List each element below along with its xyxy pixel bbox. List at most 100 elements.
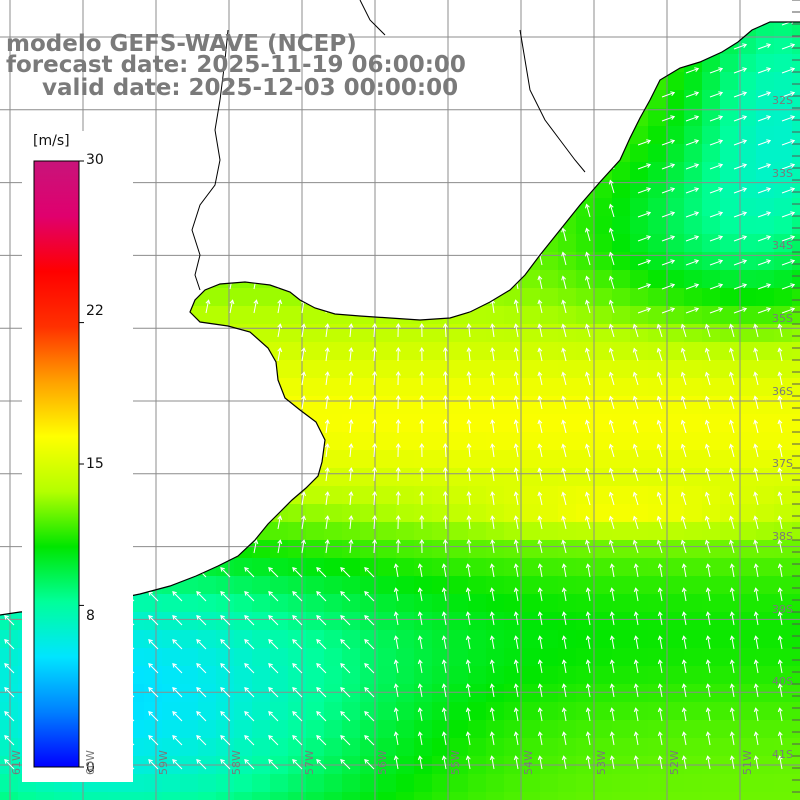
field-cell xyxy=(306,342,325,361)
wind-arrow xyxy=(781,187,796,194)
wind-arrow xyxy=(268,567,279,578)
field-cell xyxy=(378,342,397,361)
field-cell xyxy=(486,396,505,415)
field-cell xyxy=(216,594,235,613)
wind-arrow xyxy=(729,755,735,770)
wind-arrow xyxy=(537,323,543,338)
field-cell xyxy=(486,504,505,523)
field-cell xyxy=(540,306,559,325)
wind-arrow xyxy=(637,187,652,194)
wind-arrow xyxy=(657,563,663,578)
field-cell xyxy=(630,648,649,667)
field-cell xyxy=(360,414,379,433)
wind-arrow xyxy=(489,683,495,698)
field-cell xyxy=(684,234,703,253)
border-line xyxy=(359,0,386,36)
field-cell xyxy=(396,450,415,469)
wind-arrow xyxy=(729,659,735,674)
field-cell xyxy=(540,738,559,757)
wind-arrow xyxy=(340,639,351,650)
field-cell xyxy=(738,738,757,757)
field-cell xyxy=(792,36,800,55)
field-cell xyxy=(180,630,199,649)
field-cell xyxy=(720,360,739,379)
field-cell xyxy=(504,486,523,505)
lat-label: 34S xyxy=(772,239,793,252)
field-cell xyxy=(504,612,523,631)
wind-arrow xyxy=(466,443,472,458)
wind-arrow xyxy=(316,663,327,674)
wind-arrow xyxy=(196,687,207,698)
field-cell xyxy=(522,288,541,307)
wind-arrow xyxy=(609,587,615,602)
field-cell xyxy=(450,720,469,739)
field-cell xyxy=(306,630,325,649)
wind-arrow xyxy=(561,227,567,242)
field-cell xyxy=(396,738,415,757)
wind-arrow xyxy=(729,563,735,578)
wind-arrow xyxy=(729,443,735,458)
field-cell xyxy=(396,324,415,343)
field-cell xyxy=(702,576,721,595)
field-cell xyxy=(774,630,793,649)
field-cell xyxy=(486,738,505,757)
field-cell xyxy=(702,468,721,487)
wind-arrow xyxy=(685,283,700,290)
field-cell xyxy=(558,774,577,793)
lon-label: 60W xyxy=(84,750,97,775)
field-cell xyxy=(558,306,577,325)
wind-arrow xyxy=(393,731,399,746)
field-cell xyxy=(486,648,505,667)
field-cell xyxy=(774,612,793,631)
field-cell xyxy=(792,18,800,37)
wind-arrow xyxy=(364,615,375,626)
field-cell xyxy=(288,648,307,667)
wind-arrow xyxy=(172,591,183,602)
field-cell xyxy=(468,450,487,469)
field-cell xyxy=(630,234,649,253)
wind-arrow xyxy=(372,419,378,434)
wind-arrow xyxy=(561,467,567,482)
wind-arrow xyxy=(637,259,652,266)
wind-arrow xyxy=(340,735,351,746)
field-cell xyxy=(558,270,577,289)
wind-arrow xyxy=(172,687,183,698)
wind-arrow xyxy=(268,615,279,626)
field-cell xyxy=(324,540,343,559)
wind-arrow xyxy=(196,639,207,650)
field-cell xyxy=(306,306,325,325)
wind-arrow xyxy=(656,539,663,554)
field-cell xyxy=(234,630,253,649)
wind-arrow xyxy=(757,115,772,122)
field-cell xyxy=(720,630,739,649)
wind-arrow xyxy=(372,347,378,362)
field-cell xyxy=(576,432,595,451)
field-cell xyxy=(612,792,631,800)
field-cell xyxy=(396,684,415,703)
field-cell xyxy=(396,540,415,559)
field-cell xyxy=(504,504,523,523)
field-cell xyxy=(288,684,307,703)
wind-arrow xyxy=(513,419,519,434)
field-cell xyxy=(450,486,469,505)
wind-arrow xyxy=(465,635,471,650)
wind-arrow xyxy=(340,567,351,578)
wind-arrow xyxy=(561,275,567,290)
field-cell xyxy=(468,522,487,541)
field-cell xyxy=(774,486,793,505)
field-cell xyxy=(522,702,541,721)
field-cell xyxy=(684,198,703,217)
field-cell xyxy=(666,432,685,451)
field-cell xyxy=(0,666,19,685)
wind-arrow xyxy=(680,467,687,482)
field-cell xyxy=(576,216,595,235)
field-cell xyxy=(792,450,800,469)
wind-arrow xyxy=(417,683,423,698)
field-cell xyxy=(180,720,199,739)
wind-arrow xyxy=(465,611,471,626)
wind-arrow xyxy=(372,467,378,482)
field-cell xyxy=(756,180,775,199)
field-cell xyxy=(234,792,253,800)
wind-arrow xyxy=(419,371,425,386)
field-cell xyxy=(468,792,487,800)
